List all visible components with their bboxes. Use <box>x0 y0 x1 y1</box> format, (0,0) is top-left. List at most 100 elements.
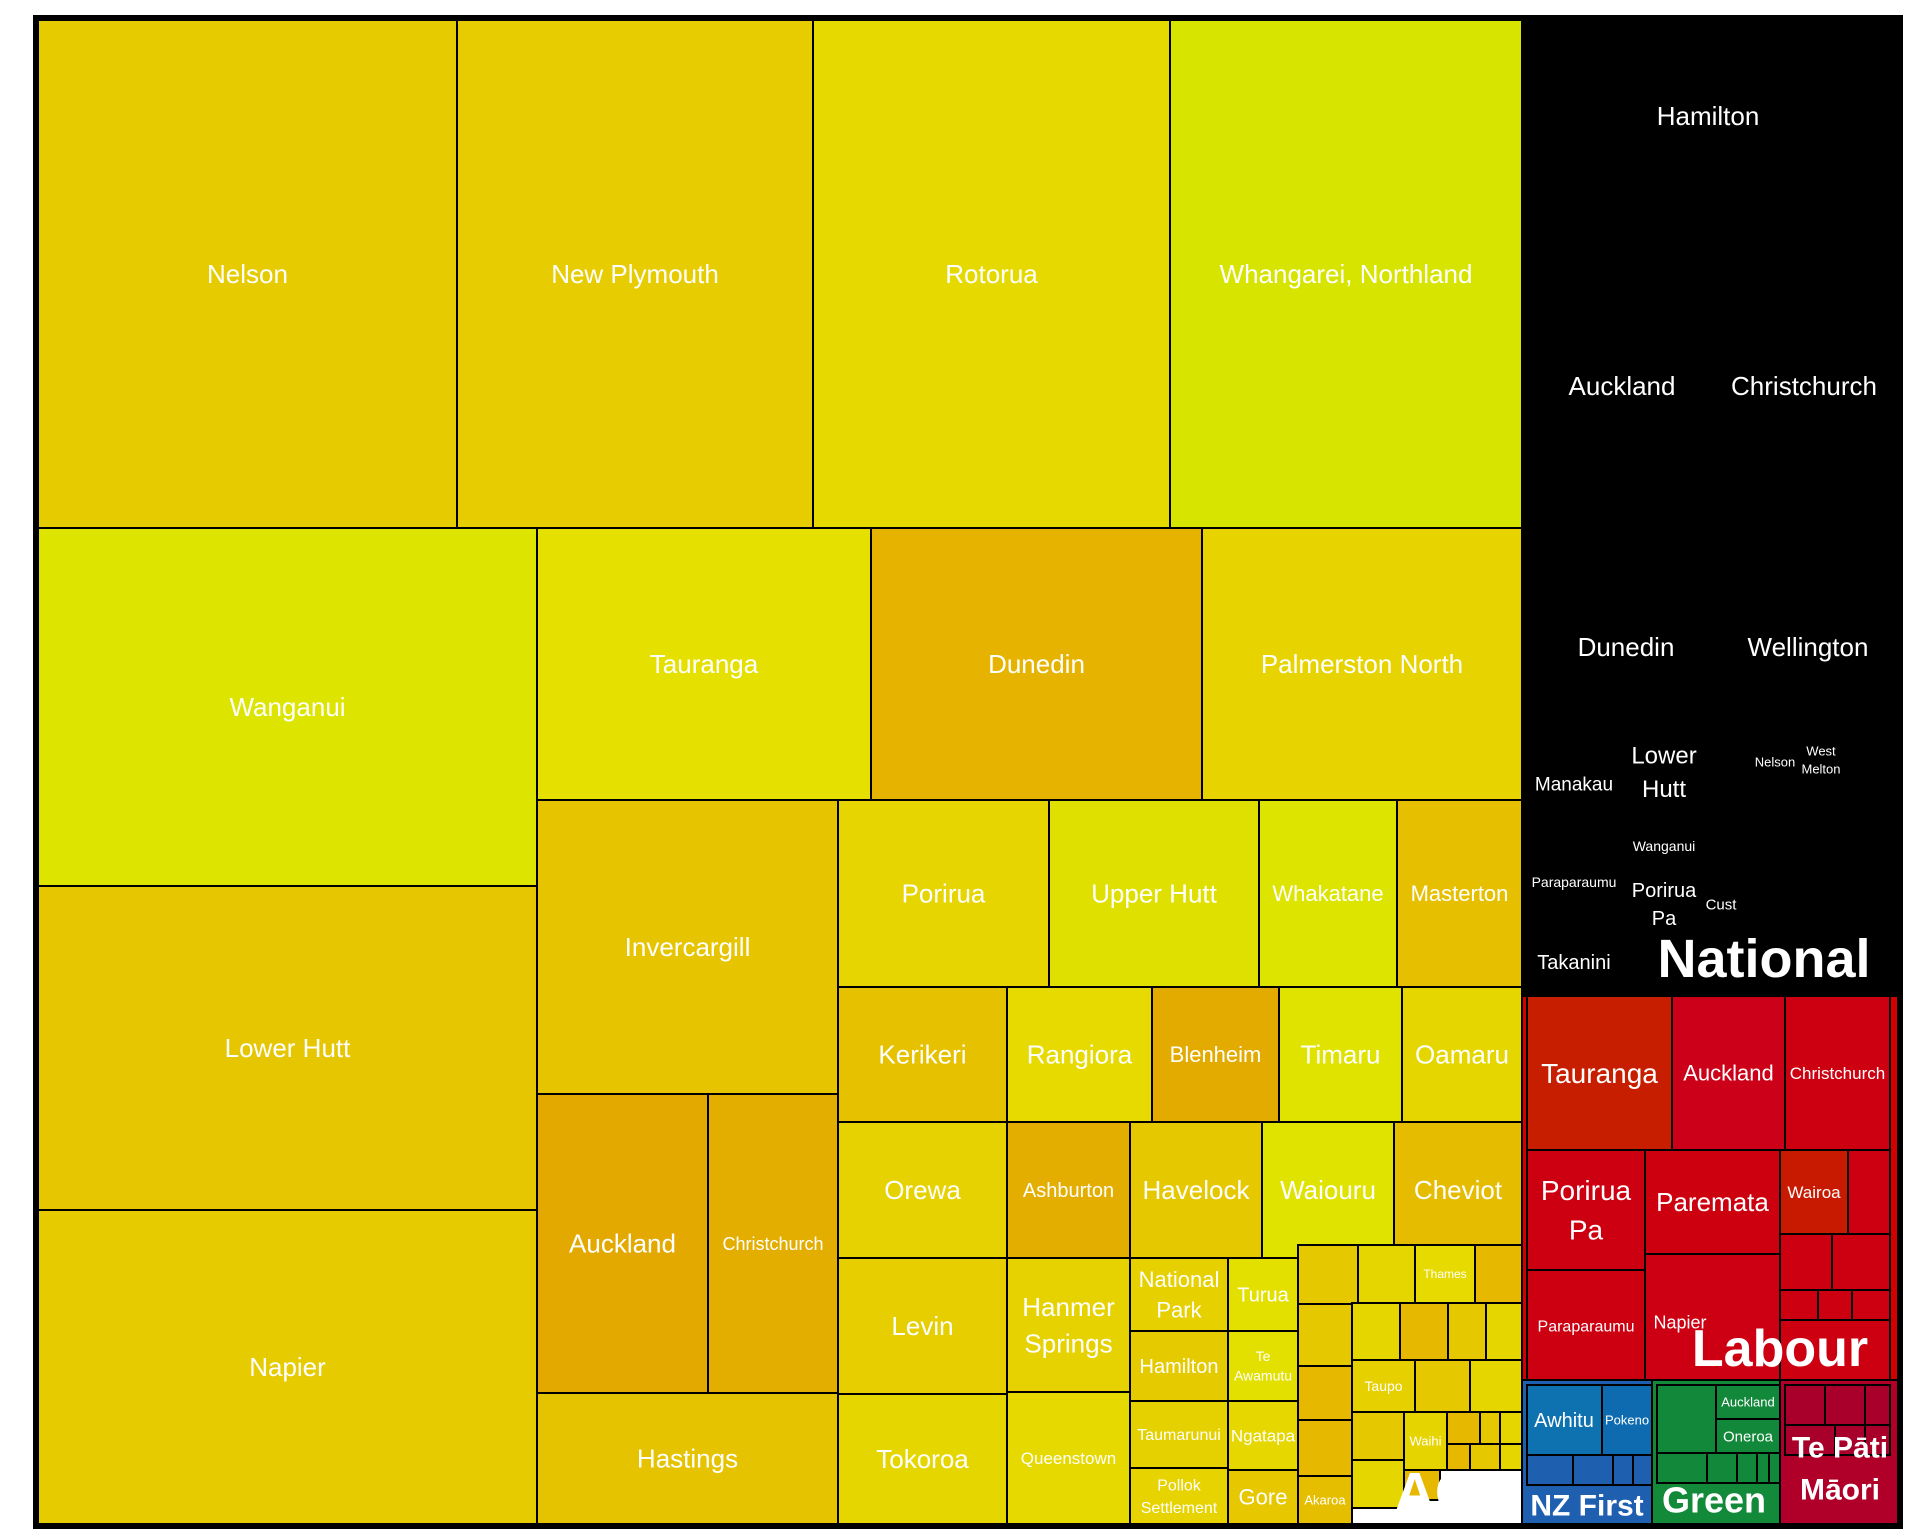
tile-labour-porirua-pa <box>1526 1149 1646 1271</box>
tile-act-te-awamutu <box>1227 1330 1299 1402</box>
chart-frame <box>33 15 1903 1529</box>
tile-nz-first-small <box>1526 1454 1574 1486</box>
tile-act-havelock <box>1129 1121 1263 1259</box>
tile-act-new-plymouth <box>456 19 814 529</box>
tile-green-small <box>1736 1452 1758 1484</box>
tile-act-small <box>1469 1359 1523 1413</box>
tile-green-small <box>1768 1452 1781 1484</box>
tile-act-small <box>1479 1411 1501 1445</box>
tile-labour-small <box>1779 1319 1891 1381</box>
tile-act-small <box>1474 1244 1523 1304</box>
tile-act-masterton <box>1396 799 1523 988</box>
tile-act-small <box>1446 1411 1481 1445</box>
tile-labour-small <box>1779 1233 1833 1291</box>
tile-act-dunedin <box>870 527 1203 801</box>
tile-te-pati-maori-small <box>1864 1424 1891 1456</box>
tile-act-small <box>1357 1244 1416 1304</box>
tile-nz-first-small <box>1572 1454 1614 1486</box>
tile-act-turua <box>1227 1257 1299 1332</box>
tile-green-small <box>1656 1384 1717 1454</box>
tile-act-small <box>1351 1302 1401 1361</box>
tile-act-small <box>1499 1411 1523 1445</box>
tile-act-oamaru <box>1401 986 1523 1123</box>
tile-act-timaru <box>1278 986 1403 1123</box>
tile-act-small <box>1399 1302 1449 1361</box>
tile-act-blenheim <box>1151 986 1280 1123</box>
tile-act-gore <box>1227 1469 1299 1525</box>
tile-act-hanmer-springs <box>1006 1257 1131 1393</box>
tile-labour-small <box>1831 1233 1891 1291</box>
tile-act-waihi <box>1403 1411 1448 1471</box>
tile-labour-tauranga <box>1526 995 1673 1151</box>
tile-group-national <box>1521 19 1901 997</box>
tile-act-nelson <box>37 19 458 529</box>
tile-nz-first-awhitu <box>1526 1384 1603 1456</box>
tile-green-small <box>1756 1452 1770 1484</box>
tile-act-small <box>1499 1443 1523 1471</box>
tile-act-rotorua <box>812 19 1171 529</box>
tile-te-pati-maori-small <box>1834 1424 1866 1456</box>
tile-te-pati-maori-small <box>1784 1384 1826 1426</box>
tile-act-ashburton <box>1006 1121 1131 1259</box>
tile-act-auckland <box>536 1093 709 1394</box>
tile-act-tauranga <box>536 527 872 801</box>
tile-labour-small <box>1817 1289 1853 1321</box>
tile-act-whangarei-northland <box>1169 19 1523 529</box>
tile-act-napier <box>37 1209 538 1525</box>
tile-labour-napier <box>1644 1253 1781 1381</box>
tile-act-thames <box>1414 1244 1476 1304</box>
tile-act-hamilton <box>1129 1330 1229 1402</box>
tile-act-small <box>1403 1469 1441 1501</box>
tile-act-christchurch <box>707 1093 839 1394</box>
tile-labour-auckland <box>1671 995 1786 1151</box>
tile-act-wanganui <box>37 527 538 887</box>
tile-labour-christchurch <box>1784 995 1891 1151</box>
tile-act-tokoroa <box>837 1393 1008 1525</box>
tile-act-small <box>1446 1443 1471 1471</box>
tile-green-oneroa <box>1715 1418 1781 1454</box>
tile-nz-first-small <box>1612 1454 1634 1486</box>
tile-labour-small <box>1847 1149 1891 1235</box>
tile-nz-first-pokeno <box>1601 1384 1653 1456</box>
tile-act-waiouru <box>1261 1121 1395 1259</box>
tile-act-cheviot <box>1393 1121 1523 1259</box>
tile-act-levin <box>837 1257 1008 1395</box>
tile-nz-first-small <box>1632 1454 1653 1486</box>
tile-green-auckland <box>1715 1384 1781 1420</box>
tile-act-small <box>1297 1419 1353 1477</box>
tile-act-upper-hutt <box>1048 799 1260 988</box>
tile-act-orewa <box>837 1121 1008 1259</box>
tile-act-kerikeri <box>837 986 1008 1123</box>
tile-act-small <box>1351 1459 1405 1509</box>
tile-act-national-park <box>1129 1257 1229 1332</box>
tile-act-akaroa <box>1297 1475 1353 1525</box>
tile-labour-paraparaumu <box>1526 1269 1646 1381</box>
tile-act-ngatapa <box>1227 1400 1299 1471</box>
tile-act-taupo <box>1351 1359 1416 1413</box>
tile-labour-small <box>1851 1289 1891 1321</box>
tile-green-small <box>1656 1452 1708 1484</box>
tile-te-pati-maori-small <box>1784 1424 1836 1456</box>
tile-act-small <box>1414 1359 1471 1413</box>
tile-act-porirua <box>837 799 1050 988</box>
tile-te-pati-maori-small <box>1864 1384 1891 1426</box>
tile-act-taumarunui <box>1129 1400 1229 1469</box>
tile-act-small <box>1485 1302 1523 1361</box>
tile-green-small <box>1706 1452 1738 1484</box>
tile-act-small <box>1297 1244 1359 1305</box>
tile-act-small <box>1447 1302 1487 1361</box>
tile-act-pollok-settlement <box>1129 1467 1229 1525</box>
tile-act-palmerston-north <box>1201 527 1523 801</box>
tile-act-invercargill <box>536 799 839 1095</box>
tile-te-pati-maori-small <box>1824 1384 1866 1426</box>
tile-act-small <box>1297 1365 1353 1421</box>
tile-act-whakatane <box>1258 799 1398 988</box>
tile-act-queenstown <box>1006 1391 1131 1525</box>
tile-act-small <box>1351 1411 1405 1461</box>
tile-act-small <box>1469 1443 1501 1471</box>
tile-act-rangiora <box>1006 986 1153 1123</box>
tile-act-hastings <box>536 1392 839 1525</box>
tile-act-lower-hutt <box>37 885 538 1211</box>
tile-act-small <box>1297 1303 1353 1367</box>
